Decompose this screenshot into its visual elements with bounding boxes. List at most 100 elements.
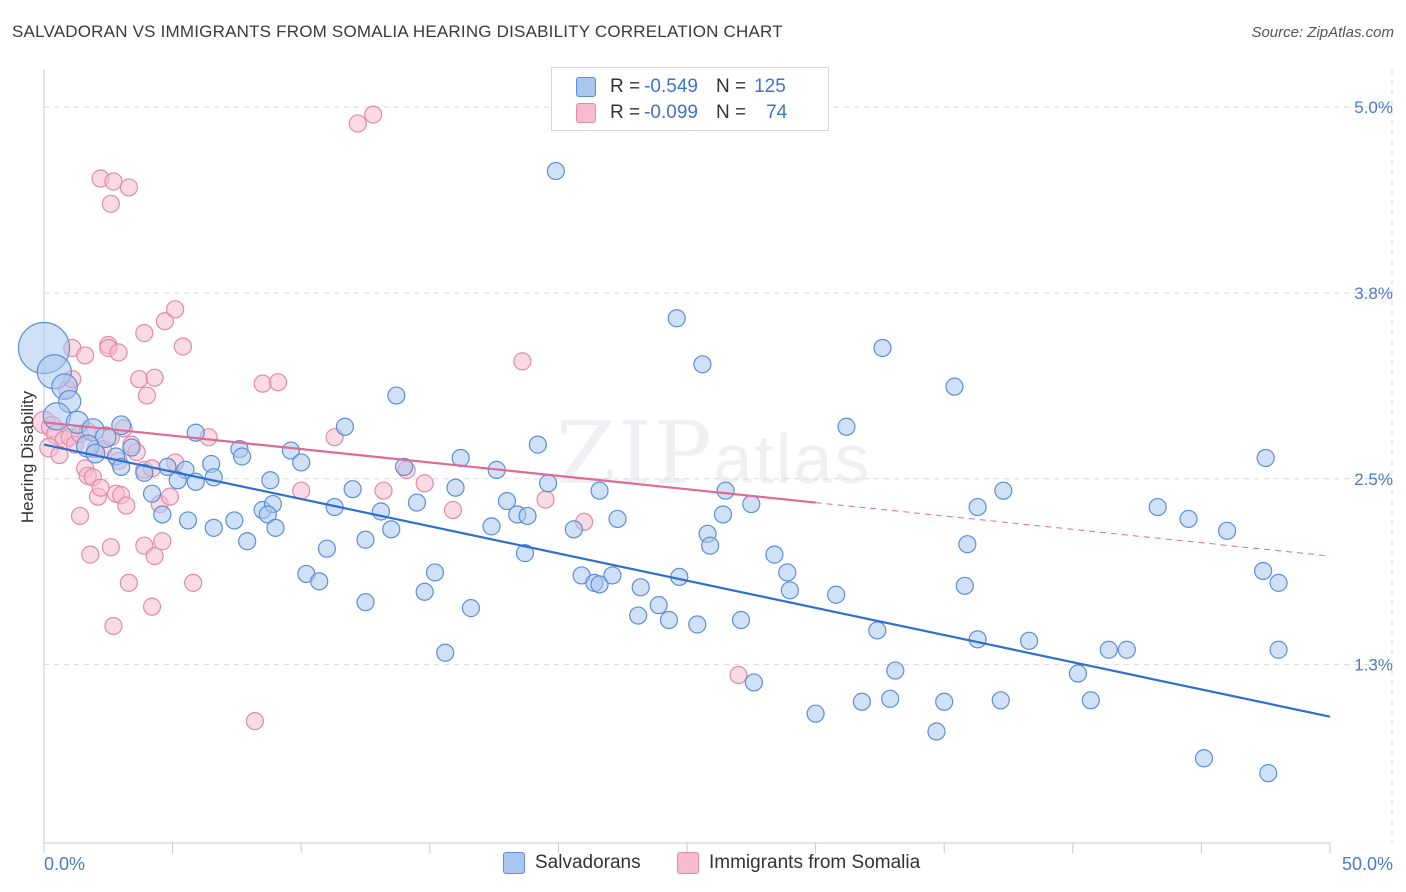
y-tick-label: 5.0% xyxy=(1354,98,1393,117)
y-tick-label: 3.8% xyxy=(1354,284,1393,303)
salvadoran-point xyxy=(292,453,311,472)
salvadoran-point xyxy=(1218,521,1237,540)
salvadoran-point xyxy=(310,572,329,591)
salvadoran-point xyxy=(425,563,445,582)
somalia-point xyxy=(729,665,748,685)
salvadoran-point xyxy=(317,539,337,558)
series-legend-label: Salvadorans xyxy=(535,852,641,873)
somalia-point xyxy=(268,373,288,392)
somalia-point xyxy=(253,374,272,393)
salvadoran-point xyxy=(935,692,954,711)
somalia-point xyxy=(166,300,185,319)
legend-r-value: -0.549 xyxy=(644,76,698,97)
legend-row-somalia: R = -0.099 N = 74 xyxy=(576,100,787,126)
somalia-point xyxy=(135,324,154,343)
salvadoran-point xyxy=(731,610,751,630)
salvadoran-point xyxy=(701,536,720,555)
salvadoran-point xyxy=(659,610,679,630)
legend-r-value: -0.099 xyxy=(644,102,698,123)
somalia-point xyxy=(245,712,265,731)
salvadoran-point xyxy=(716,481,735,500)
salvadoran-point xyxy=(765,545,784,564)
salvadoran-point xyxy=(382,520,401,539)
somalia-point xyxy=(91,478,110,497)
somalia-point xyxy=(109,343,128,362)
salvadoran-points xyxy=(17,161,1288,783)
salvadoran-point xyxy=(482,517,501,536)
salvadoran-point xyxy=(356,530,375,549)
source-label: Source: ZipAtlas.com xyxy=(1251,24,1394,41)
salvadoran-point xyxy=(258,505,277,524)
series-swatch-blue xyxy=(503,852,525,874)
salvadoran-point xyxy=(1179,509,1198,529)
axes xyxy=(43,70,1331,853)
watermark-main: ZIP xyxy=(556,404,714,504)
salvadoran-point xyxy=(780,581,799,600)
somalia-point xyxy=(160,487,180,506)
salvadoran-point xyxy=(1256,448,1275,468)
somalia-point xyxy=(443,500,463,520)
salvadoran-point xyxy=(713,505,733,524)
somalia-point xyxy=(101,194,120,213)
salvadoran-point xyxy=(436,643,455,662)
salvadoran-point xyxy=(515,544,535,563)
salvadoran-point xyxy=(415,582,434,601)
salvadoran-point xyxy=(1068,664,1088,683)
salvadoran-point xyxy=(1117,640,1136,659)
salvadoran-point xyxy=(238,532,257,551)
legend-n-label: N = xyxy=(715,102,747,123)
salvadoran-point xyxy=(94,426,117,448)
salvadoran-point xyxy=(991,691,1010,710)
series-legend-salvadorans: Salvadorans xyxy=(503,852,641,874)
salvadoran-point xyxy=(528,435,547,454)
salvadoran-point xyxy=(608,509,627,529)
salvadoran-point xyxy=(837,417,856,436)
legend-n-label: N = xyxy=(715,76,747,97)
legend-n-value: 74 xyxy=(766,102,788,123)
salvadoran-point xyxy=(778,563,797,582)
salvadoran-point xyxy=(631,578,650,597)
somalia-point xyxy=(184,573,203,592)
salvadoran-point xyxy=(356,593,375,612)
salvadoran-trend-line xyxy=(43,443,1331,718)
salvadoran-point xyxy=(153,505,172,524)
chart-title: SALVADORAN VS IMMIGRANTS FROM SOMALIA HE… xyxy=(12,22,783,41)
somalia-point xyxy=(145,368,164,387)
salvadoran-point xyxy=(927,722,946,741)
salvadoran-point xyxy=(546,161,565,181)
salvadoran-point xyxy=(1194,749,1214,768)
somalia-trend-line xyxy=(43,421,816,504)
salvadoran-point xyxy=(688,615,707,634)
salvadoran-point xyxy=(335,417,355,436)
salvadoran-point xyxy=(266,518,285,537)
somalia-point xyxy=(117,496,136,515)
salvadoran-point xyxy=(178,511,198,530)
salvadoran-point xyxy=(343,480,362,499)
somalia-points xyxy=(32,105,748,731)
legend-swatch-blue xyxy=(576,77,596,97)
tick-labels: 5.0% 3.8% 2.5% 1.3% 0.0% 50.0% xyxy=(44,98,1393,874)
salvadoran-point xyxy=(232,447,252,466)
legend-row-salvadorans: R = -0.549 N = 125 xyxy=(576,74,786,100)
salvadoran-point xyxy=(881,689,900,708)
salvadoran-point xyxy=(564,520,583,539)
series-legend: Salvadorans Immigrants from Somalia xyxy=(0,852,1406,878)
salvadoran-point xyxy=(261,471,280,490)
series-swatch-pink xyxy=(677,852,699,874)
somalia-point xyxy=(364,105,383,124)
salvadoran-point xyxy=(958,535,977,554)
y-axis-label: Hearing Disability xyxy=(18,390,37,523)
salvadoran-point xyxy=(497,491,517,511)
salvadoran-point xyxy=(742,494,761,514)
salvadoran-point xyxy=(649,596,668,615)
salvadoran-point xyxy=(1254,561,1273,581)
salvadoran-point xyxy=(590,481,609,500)
salvadoran-point xyxy=(744,673,763,692)
somalia-trend-extension xyxy=(815,502,1331,557)
salvadoran-point xyxy=(1269,640,1288,659)
salvadoran-point xyxy=(945,377,964,396)
salvadoran-point xyxy=(281,441,301,460)
somalia-point xyxy=(50,445,69,465)
somalia-point xyxy=(536,490,555,509)
salvadoran-point xyxy=(394,457,414,477)
